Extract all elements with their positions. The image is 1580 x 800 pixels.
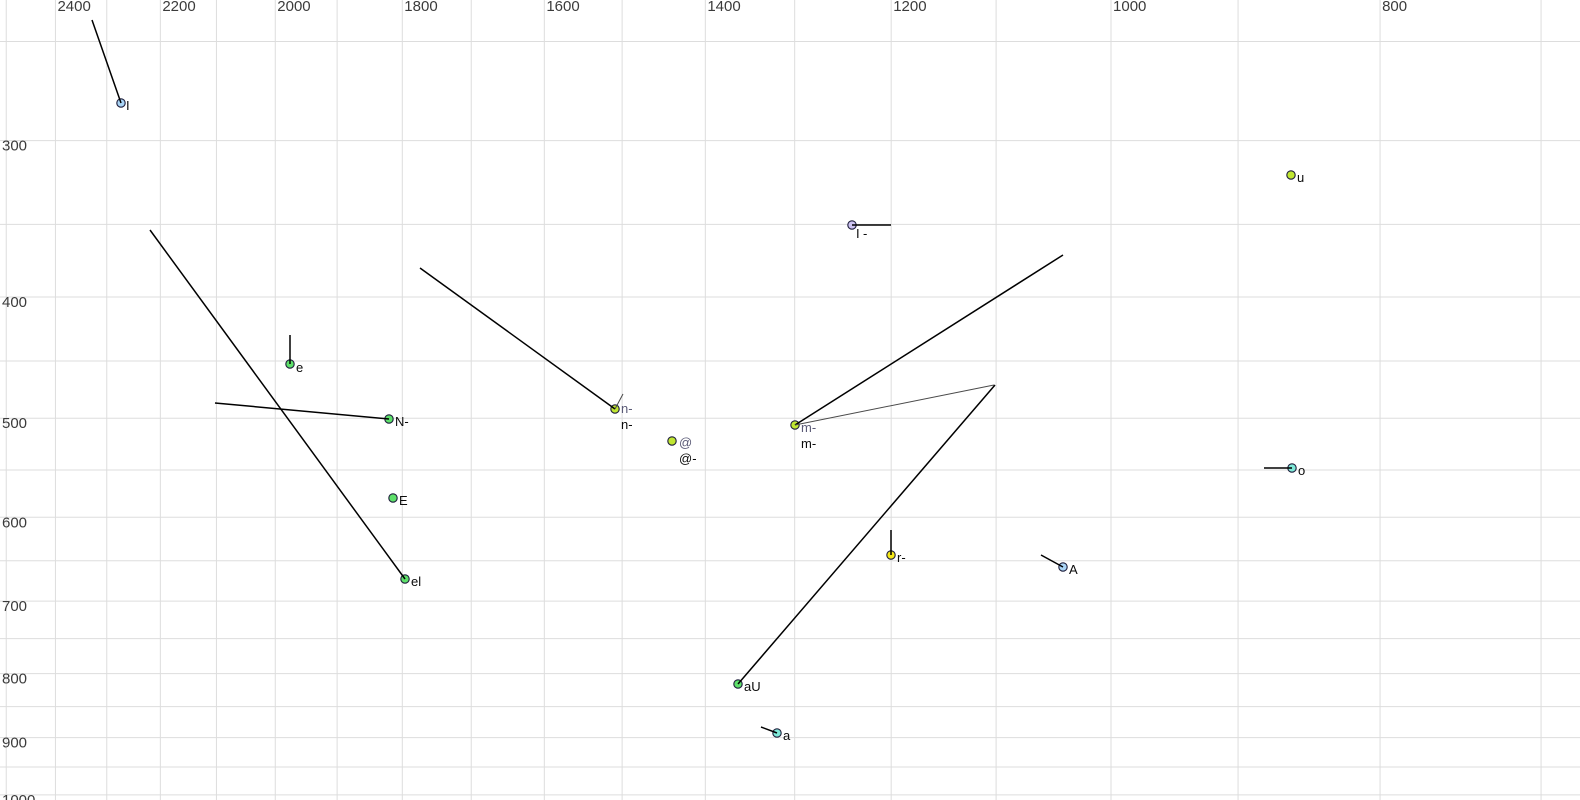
svg-text:u: u bbox=[1297, 170, 1304, 185]
svg-text:o: o bbox=[1298, 463, 1305, 478]
svg-text:1200: 1200 bbox=[893, 0, 926, 15]
svg-text:el: el bbox=[411, 574, 421, 589]
svg-text:@-: @- bbox=[679, 451, 697, 466]
svg-text:1400: 1400 bbox=[707, 0, 740, 15]
svg-text:2400: 2400 bbox=[57, 0, 90, 15]
svg-text:m-: m- bbox=[801, 436, 816, 451]
svg-text:1600: 1600 bbox=[546, 0, 579, 15]
svg-text:n-: n- bbox=[621, 401, 633, 416]
svg-text:I: I bbox=[856, 226, 860, 241]
svg-text:700: 700 bbox=[2, 598, 27, 615]
svg-text:@: @ bbox=[679, 435, 692, 450]
svg-text:e: e bbox=[296, 360, 303, 375]
svg-text:2200: 2200 bbox=[162, 0, 195, 15]
svg-text:I: I bbox=[126, 98, 130, 113]
svg-text:n-: n- bbox=[621, 417, 633, 432]
svg-text:r-: r- bbox=[897, 550, 906, 565]
svg-text:m-: m- bbox=[801, 420, 816, 435]
svg-text:1000: 1000 bbox=[2, 792, 35, 800]
svg-text:400: 400 bbox=[2, 294, 27, 311]
svg-text:500: 500 bbox=[2, 415, 27, 432]
svg-text:900: 900 bbox=[2, 735, 27, 752]
svg-text:aU: aU bbox=[744, 679, 761, 694]
svg-text:-: - bbox=[863, 226, 867, 241]
svg-text:E: E bbox=[399, 493, 408, 508]
svg-text:300: 300 bbox=[2, 138, 27, 155]
svg-text:1800: 1800 bbox=[404, 0, 437, 15]
svg-text:800: 800 bbox=[2, 671, 27, 688]
svg-text:A: A bbox=[1069, 562, 1078, 577]
svg-text:800: 800 bbox=[1382, 0, 1407, 15]
svg-text:N-: N- bbox=[395, 414, 409, 429]
svg-text:a: a bbox=[783, 728, 791, 743]
svg-text:600: 600 bbox=[2, 514, 27, 531]
svg-text:1000: 1000 bbox=[1113, 0, 1146, 15]
svg-text:2000: 2000 bbox=[277, 0, 310, 15]
